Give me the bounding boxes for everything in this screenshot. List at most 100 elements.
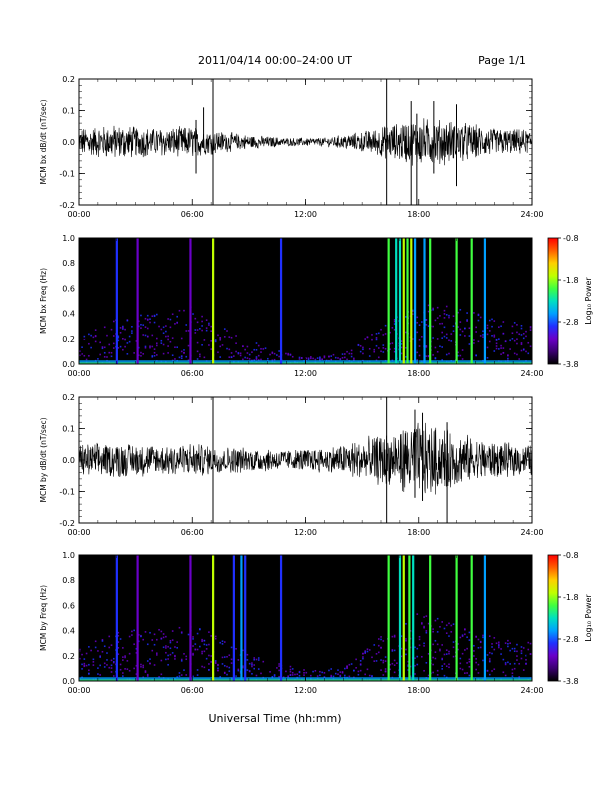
spectral-speckle [117,653,120,655]
spectral-speckle [464,335,466,337]
broadband-event [395,238,398,364]
spectral-speckle [511,672,514,675]
spectral-speckle [425,630,428,632]
spectral-speckle [103,645,106,648]
spectral-speckle [246,345,249,348]
broadband-event [413,238,417,364]
page-indicator: Page 1/1 [478,54,526,67]
spectral-speckle [459,354,462,357]
spectral-speckle [393,634,396,637]
broadband-event [483,555,487,681]
spectral-speckle [436,674,439,676]
spectral-speckle [228,336,231,338]
spectral-speckle [452,646,455,649]
spectral-speckle [217,663,219,666]
spectral-speckle [223,641,226,643]
spectral-speckle [491,670,493,672]
spectral-speckle [375,336,378,339]
spectral-speckle [529,642,532,645]
spectral-speckle [262,660,265,663]
spectral-speckle [131,330,133,332]
spectral-speckle [210,348,212,350]
spectral-speckle [359,345,362,347]
spectral-speckle [110,664,113,667]
y-tick-label: 0.1 [62,107,75,116]
spectral-speckle [255,674,258,677]
spectral-speckle [142,638,145,641]
spectral-speckle [128,635,131,638]
spectral-speckle [432,325,434,328]
spectral-speckle [135,647,138,650]
spectral-speckle [196,674,199,676]
spectral-speckle [384,656,387,658]
spectral-speckle [355,666,357,669]
spectral-speckle [330,668,333,670]
spectral-speckle [482,634,484,637]
spectral-speckle [165,658,167,661]
spectral-speckle [416,647,419,650]
spectral-speckle [493,648,496,651]
spectral-speckle [448,666,450,669]
spectral-speckle [344,674,346,677]
spectral-speckle [493,668,496,671]
spectral-speckle [117,631,120,634]
spectral-speckle [434,619,437,622]
x-tick-label: 18:00 [407,369,430,378]
spectral-speckle [425,355,428,357]
spectral-speckle [384,670,387,673]
spectral-speckle [81,346,83,349]
x-tick-label: 00:00 [67,369,90,378]
x-tick-label: 18:00 [407,210,430,219]
spectral-speckle [196,329,199,331]
spectral-speckle [160,630,163,633]
spectral-speckle [122,672,124,674]
spectral-speckle [146,314,149,317]
spectral-speckle [475,668,477,671]
spectral-speckle [79,657,81,660]
broadband-event [115,555,118,681]
x-tick-label: 24:00 [520,369,543,378]
x-tick-label: 18:00 [407,686,430,695]
spectral-speckle [99,655,101,657]
spectral-speckle [196,358,199,360]
spectral-speckle [167,352,169,354]
spectral-speckle [187,344,190,347]
spectral-speckle [298,356,301,359]
spectral-speckle [520,646,523,648]
spectral-speckle [94,329,97,331]
spectral-speckle [371,338,373,341]
y-axis-label: MCM bx Freq (Hz) [39,268,48,334]
spectral-speckle [119,663,122,666]
spectral-speckle [196,632,199,635]
spectral-speckle [414,646,416,649]
spectral-speckle [185,658,188,661]
spectral-speckle [167,335,169,338]
spectral-speckle [488,658,491,660]
spectral-speckle [416,663,419,666]
broadband-event [387,238,390,364]
spectral-speckle [391,649,394,651]
spectral-speckle [253,664,256,666]
colorbar [547,554,559,682]
spectral-speckle [305,671,308,674]
spectral-speckle [346,667,348,669]
spectral-speckle [255,356,258,358]
spectral-speckle [235,335,237,337]
spectral-speckle [103,666,106,668]
spectral-speckle [371,675,373,677]
y-tick-label: 0.0 [62,360,75,369]
spectral-speckle [473,342,475,344]
spectral-speckle [436,669,439,672]
spectral-speckle [85,664,88,667]
spectral-speckle [183,309,185,312]
spectral-speckle [122,675,124,677]
spectral-speckle [368,347,371,350]
spectral-speckle [167,338,169,341]
spectral-speckle [459,334,462,336]
spectral-speckle [375,333,378,335]
spectral-speckle [468,674,471,677]
broadband-event [387,555,390,681]
spectral-speckle [99,664,101,667]
spectral-speckle [436,338,439,340]
y-tick-label: 0.8 [62,259,75,268]
